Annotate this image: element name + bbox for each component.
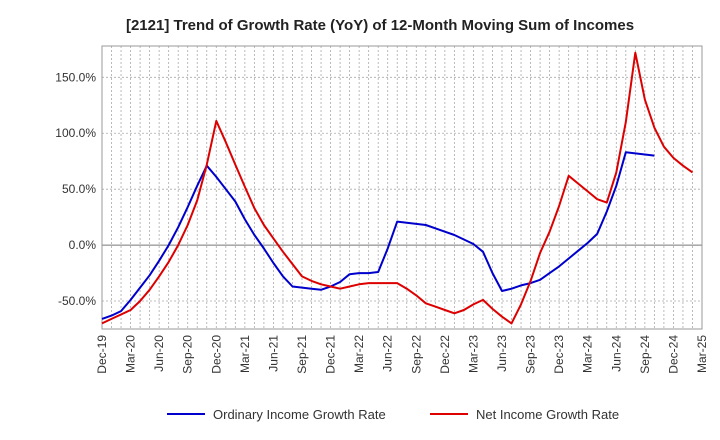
series-line-net-income: [101, 51, 694, 325]
legend-label-ordinary: Ordinary Income Growth Rate: [213, 407, 386, 422]
x-tick-label: Dec-23: [552, 335, 566, 374]
y-tick-label: 0.0%: [69, 238, 97, 252]
chart-title: [2121] Trend of Growth Rate (YoY) of 12-…: [126, 17, 634, 34]
x-tick-label: Mar-21: [238, 335, 252, 373]
x-tick-label: Mar-22: [352, 335, 366, 373]
x-tick-label: Dec-24: [666, 335, 680, 374]
x-tick-label: Dec-21: [324, 335, 338, 374]
plot-area-frame: [101, 45, 703, 330]
legend-label-net: Net Income Growth Rate: [476, 407, 619, 422]
x-tick-label: Mar-20: [124, 335, 138, 373]
y-tick-label: -50.0%: [58, 294, 96, 308]
x-tick-label: Mar-24: [581, 335, 595, 373]
x-tick-label: Jun-22: [381, 335, 395, 372]
x-tick-label: Jun-24: [609, 335, 623, 372]
x-tick-label: Jun-21: [266, 335, 280, 372]
x-tick-label: Sep-24: [638, 335, 652, 374]
x-tick-label: Dec-20: [209, 335, 223, 374]
y-tick-label: 50.0%: [62, 182, 96, 196]
x-tick-label: Mar-23: [466, 335, 480, 373]
x-tick-label: Sep-21: [295, 335, 309, 374]
x-tick-label: Jun-20: [152, 335, 166, 372]
legend: Ordinary Income Growth Rate Net Income G…: [167, 407, 619, 422]
x-tick-label: Dec-22: [438, 335, 452, 374]
x-tick-label: Sep-20: [181, 335, 195, 374]
x-tick-label: Sep-22: [409, 335, 423, 374]
series-lines: [101, 51, 694, 325]
y-axis-ticks: 150.0% 100.0% 50.0% 0.0% -50.0%: [55, 70, 96, 308]
x-tick-label: Mar-25: [695, 335, 709, 373]
x-axis-ticks: Dec-19 Mar-20 Jun-20 Sep-20 Dec-20 Mar-21 Jun-…: [95, 335, 709, 374]
x-tick-label: Dec-19: [95, 335, 109, 374]
x-tick-label: Sep-23: [524, 335, 538, 374]
y-tick-label: 150.0%: [55, 70, 96, 84]
x-tick-label: Jun-23: [495, 335, 509, 372]
series-line-ordinary-income: [101, 151, 655, 320]
y-tick-label: 100.0%: [55, 126, 96, 140]
